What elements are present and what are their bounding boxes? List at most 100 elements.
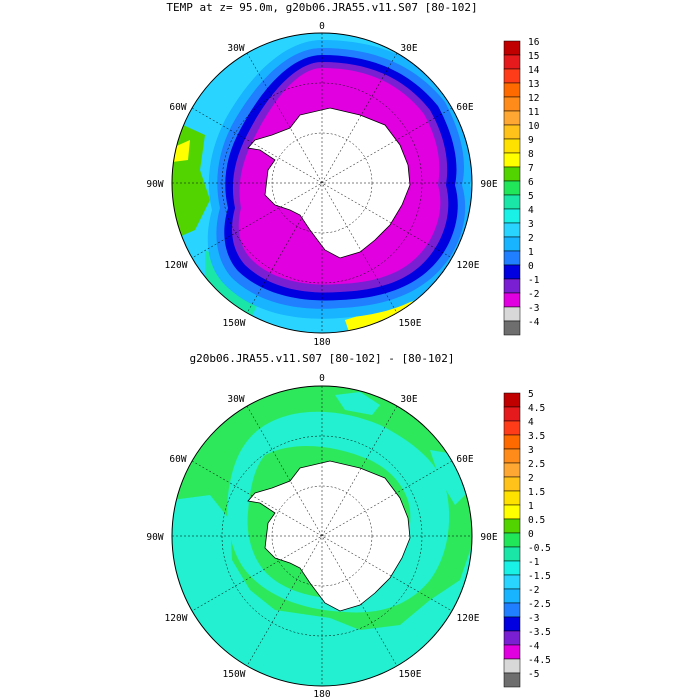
bottom-colorbar-tick-label: -4 [528,641,540,652]
top-colorbar-tick-label: 3 [528,219,534,230]
top-colorbar-swatch [503,278,521,294]
bottom-lon-label-150e: 150E [399,669,422,680]
bottom-lon-label-180: 180 [313,689,330,700]
top-map-border [171,32,473,334]
top-grid [172,33,472,333]
bottom-colorbar-swatch [503,462,521,478]
bottom-lon-label-30e: 30E [400,394,417,405]
bottom-lon-label-120w: 120W [165,613,188,624]
top-colorbar-swatch [503,250,521,266]
top-colorbar-tick-label: 16 [528,37,540,48]
top-colorbar-swatch [503,222,521,238]
bottom-colorbar-swatch [503,420,521,436]
bottom-colorbar-swatch [503,630,521,646]
bottom-colorbar-swatch [503,434,521,450]
bottom-panel-title: g20b06.JRA55.v11.S07 [80-102] - [80-102] [190,352,455,365]
bottom-colorbar-swatch [503,574,521,590]
bottom-colorbar-tick-label: -5 [528,669,539,680]
top-colorbar-tick-label: 6 [528,177,534,188]
top-colorbar-swatch [503,166,521,182]
top-colorbar-swatch [503,96,521,112]
bottom-colorbar-tick-label: -2.5 [528,599,551,610]
top-colorbar-tick-label: 7 [528,163,534,174]
bottom-colorbar-swatch [503,560,521,576]
bottom-lon-label-90w: 90W [146,532,163,543]
top-colorbar-swatch [503,264,521,280]
bottom-colorbar-tick-label: 5 [528,389,534,400]
top-colorbar-tick-label: -1 [528,275,540,286]
top-panel-title: TEMP at z= 95.0m, g20b06.JRA55.v11.S07 [… [166,1,477,14]
top-lon-label-60e: 60E [456,102,473,113]
bottom-map-border [171,385,473,687]
top-lon-label-30w: 30W [227,43,244,54]
bottom-grid [172,386,472,686]
top-lon-label-30e: 30E [400,43,417,54]
top-colorbar-swatch [503,194,521,210]
top-colorbar-tick-label: 9 [528,135,534,146]
bottom-map-field [172,386,472,686]
top-colorbar-tick-label: 14 [528,65,540,76]
top-lon-label-150e: 150E [399,318,422,329]
top-colorbar-tick-label: 11 [528,107,540,118]
bottom-colorbar-tick-label: 4.5 [528,403,545,414]
top-colorbar-swatch [503,124,521,140]
top-lon-label-120e: 120E [457,260,480,271]
bottom-colorbar-swatch [503,518,521,534]
top-colorbar-swatch [503,40,521,56]
bottom-colorbar-tick-label: 2 [528,473,534,484]
bottom-colorbar-swatch [503,616,521,632]
bottom-colorbar-tick-label: -0.5 [528,543,551,554]
bottom-colorbar-tick-label: 0 [528,529,534,540]
top-colorbar-tick-label: 2 [528,233,534,244]
top-lon-label-90e: 90E [480,179,497,190]
top-colorbar-tick-label: -2 [528,289,539,300]
bottom-colorbar-tick-label: 3.5 [528,431,545,442]
bottom-colorbar-swatch [503,476,521,492]
top-colorbar-swatch [503,138,521,154]
bottom-lon-label-30w: 30W [227,394,244,405]
top-colorbar-tick-label: 13 [528,79,539,90]
top-panel: TEMP at z= 95.0m, g20b06.JRA55.v11.S07 [… [146,1,539,348]
bottom-colorbar-tick-label: 3 [528,445,534,456]
bottom-lon-label-150w: 150W [223,669,246,680]
bottom-colorbar-swatch [503,406,521,422]
top-colorbar-tick-label: 10 [528,121,540,132]
top-colorbar-tick-label: -4 [528,317,540,328]
bottom-colorbar-tick-label: -3.5 [528,627,551,638]
top-colorbar-tick-label: 4 [528,205,534,216]
bottom-lon-label-60w: 60W [169,454,186,465]
top-lon-label-0: 0 [319,21,325,32]
bottom-colorbar-swatch [503,490,521,506]
bottom-colorbar-swatch [503,644,521,660]
top-colorbar-swatch [503,306,521,322]
bottom-colorbar-tick-label: -3 [528,613,539,624]
bottom-colorbar: 5 4.5 4 3.5 3 2.5 2 1.5 1 0.5 0 -0.5 -1 -1.5 -2 -2.5 -3 -… [503,389,551,688]
bottom-colorbar-tick-label: 4 [528,417,534,428]
top-colorbar-swatch [503,320,521,336]
top-colorbar-tick-label: 15 [528,51,539,62]
bottom-colorbar-swatch [503,672,521,688]
negative-anomaly-south [172,495,472,686]
top-colorbar-tick-label: 12 [528,93,539,104]
bottom-colorbar-tick-label: -1 [528,557,540,568]
bottom-lon-label-120e: 120E [457,613,480,624]
top-colorbar-swatch [503,152,521,168]
top-colorbar-tick-label: 1 [528,247,534,258]
bottom-colorbar-swatch [503,504,521,520]
bottom-colorbar-tick-label: 0.5 [528,515,545,526]
bottom-colorbar-tick-label: -1.5 [528,571,551,582]
bottom-colorbar-tick-label: 2.5 [528,459,545,470]
top-lon-label-90w: 90W [146,179,163,190]
top-colorbar-swatch [503,236,521,252]
top-lon-label-150w: 150W [223,318,246,329]
bottom-colorbar-swatch [503,546,521,562]
bottom-panel: g20b06.JRA55.v11.S07 [80-102] - [80-102] [146,352,550,700]
top-map-field [172,33,472,333]
top-colorbar-swatch [503,82,521,98]
top-colorbar-swatch [503,180,521,196]
bottom-lon-label-0: 0 [319,373,325,384]
bottom-colorbar-tick-label: 1 [528,501,534,512]
bottom-colorbar-swatch [503,602,521,618]
